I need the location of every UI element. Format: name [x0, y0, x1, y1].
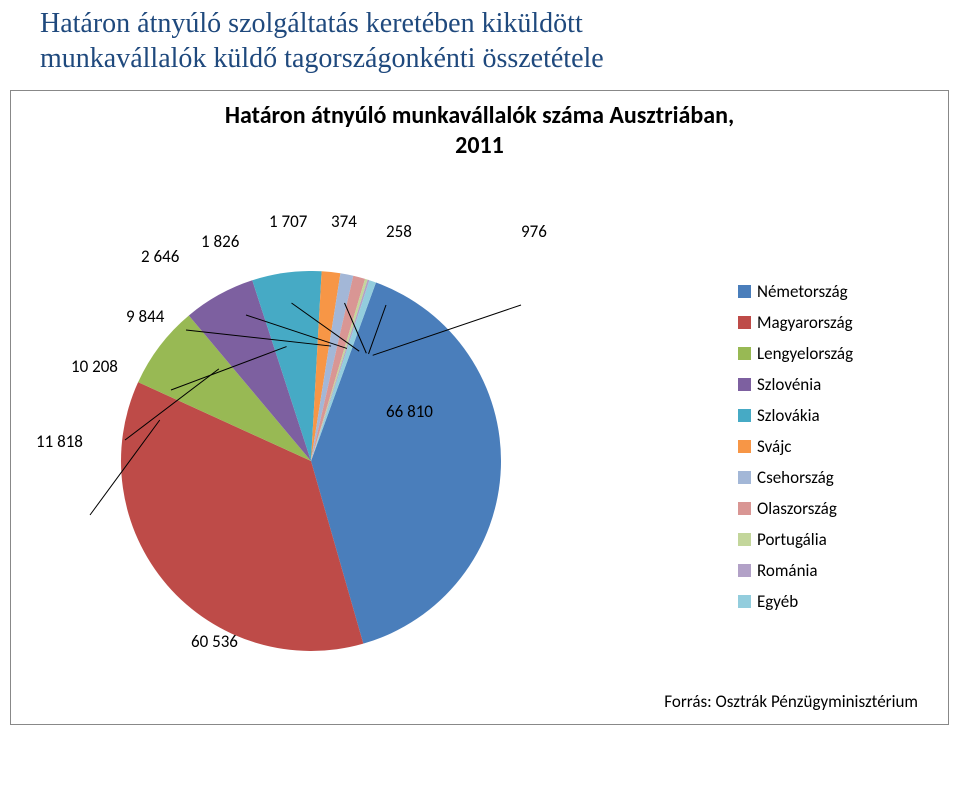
source-label: Forrás: Osztrák Pénzügyminisztérium — [664, 691, 918, 712]
legend-item: Németország — [738, 281, 918, 302]
legend-label: Szlovénia — [757, 374, 821, 395]
legend-label: Svájc — [757, 436, 791, 457]
legend-item: Magyarország — [738, 312, 918, 333]
data-label: 66 810 — [386, 401, 433, 422]
legend-label: Portugália — [757, 529, 827, 550]
legend-item: Csehország — [738, 467, 918, 488]
legend-swatch — [738, 347, 751, 360]
data-label: 60 536 — [191, 631, 238, 652]
legend-item: Svájc — [738, 436, 918, 457]
legend-label: Egyéb — [757, 591, 798, 612]
pie-area — [121, 271, 501, 651]
data-label: 258 — [386, 221, 412, 242]
data-label: 9 844 — [126, 306, 164, 327]
chart-title-line2: 2011 — [455, 131, 504, 160]
legend-label: Szlovákia — [757, 405, 820, 426]
page-title-line1: Határon átnyúló szolgáltatás keretében k… — [40, 8, 583, 39]
legend-swatch — [738, 533, 751, 546]
legend-swatch — [738, 502, 751, 515]
legend-swatch — [738, 595, 751, 608]
legend-item: Szlovákia — [738, 405, 918, 426]
data-label: 1 707 — [269, 211, 307, 232]
data-label: 1 826 — [201, 231, 239, 252]
legend-item: Olaszország — [738, 498, 918, 519]
legend-item: Románia — [738, 560, 918, 581]
data-label: 976 — [521, 221, 547, 242]
legend-swatch — [738, 378, 751, 391]
legend-swatch — [738, 564, 751, 577]
chart-title: Határon átnyúló munkavállalók száma Ausz… — [11, 91, 948, 165]
data-label: 2 646 — [141, 246, 179, 267]
data-label: 11 818 — [36, 431, 83, 452]
page-title: Határon átnyúló szolgáltatás keretében k… — [0, 0, 959, 76]
legend-label: Románia — [757, 560, 818, 581]
page-title-line2: munkavállalók küldő tagországonkénti öss… — [40, 43, 604, 74]
legend-swatch — [738, 440, 751, 453]
chart-container: Határon átnyúló munkavállalók száma Ausz… — [10, 90, 949, 725]
data-label: 10 208 — [71, 356, 118, 377]
legend-label: Olaszország — [757, 498, 837, 519]
legend: Németország Magyarország Lengyelország Szlo… — [738, 281, 918, 622]
legend-label: Németország — [757, 281, 848, 302]
legend-label: Lengyelország — [757, 343, 853, 364]
legend-label: Magyarország — [757, 312, 853, 333]
chart-title-line1: Határon átnyúló munkavállalók száma Ausz… — [225, 101, 734, 130]
legend-swatch — [738, 409, 751, 422]
legend-item: Egyéb — [738, 591, 918, 612]
pie-chart — [121, 271, 501, 651]
legend-item: Lengyelország — [738, 343, 918, 364]
legend-label: Csehország — [757, 467, 834, 488]
legend-swatch — [738, 316, 751, 329]
legend-item: Portugália — [738, 529, 918, 550]
data-label: 374 — [331, 211, 357, 232]
legend-item: Szlovénia — [738, 374, 918, 395]
legend-swatch — [738, 285, 751, 298]
legend-swatch — [738, 471, 751, 484]
